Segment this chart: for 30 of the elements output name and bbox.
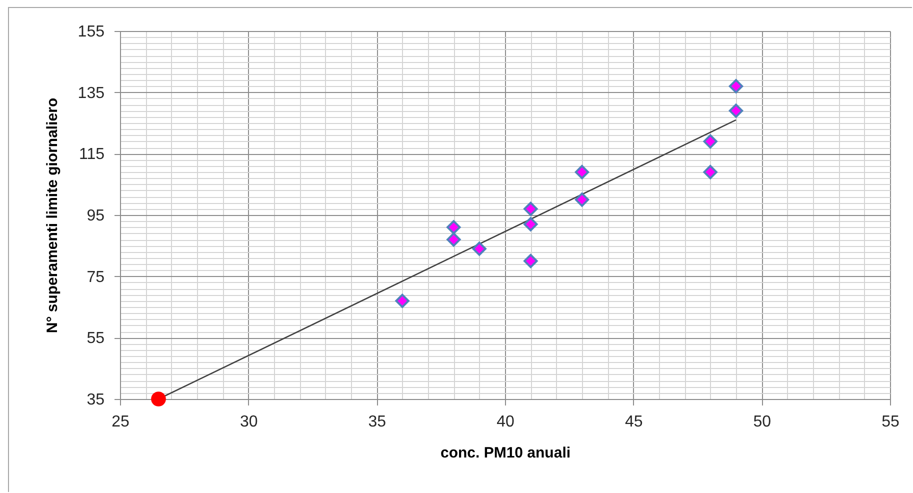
y-tick-label: 135 bbox=[78, 84, 105, 102]
y-tick-label: 95 bbox=[86, 208, 105, 224]
x-tick-label: 45 bbox=[624, 414, 643, 430]
y-tick-label: 35 bbox=[86, 392, 105, 408]
x-tick-label: 25 bbox=[112, 414, 130, 430]
point bbox=[524, 254, 538, 268]
point bbox=[446, 220, 461, 234]
x-tick-label: 55 bbox=[882, 414, 900, 430]
y-tick-label: 115 bbox=[78, 146, 105, 164]
point bbox=[703, 164, 718, 180]
point bbox=[703, 134, 718, 149]
y-tick-label: 55 bbox=[86, 330, 105, 348]
point bbox=[574, 192, 590, 207]
point bbox=[395, 294, 410, 308]
point bbox=[151, 392, 166, 406]
point bbox=[446, 232, 461, 247]
point bbox=[472, 242, 486, 256]
x-axis-title: conc. PM10 anuali bbox=[440, 444, 571, 462]
x-tick-label: 40 bbox=[496, 414, 514, 430]
x-tick-label: 35 bbox=[368, 414, 386, 430]
y-tick-label: 75 bbox=[86, 268, 105, 286]
y-tick-label: 155 bbox=[78, 24, 105, 40]
x-tick-label: 50 bbox=[753, 414, 772, 430]
point bbox=[574, 164, 590, 180]
y-axis-title: N° superamenti limite giornaliero bbox=[44, 98, 61, 334]
point bbox=[728, 79, 744, 94]
point bbox=[524, 202, 538, 216]
point bbox=[728, 104, 744, 118]
x-tick-label: 30 bbox=[240, 414, 258, 430]
point bbox=[524, 217, 538, 232]
